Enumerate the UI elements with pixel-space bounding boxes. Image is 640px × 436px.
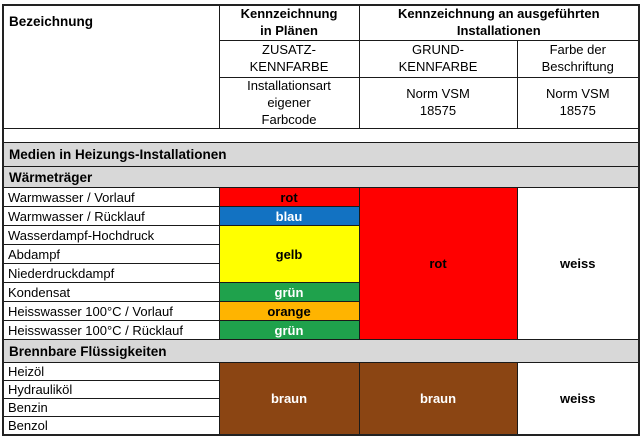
zusatz-cell-braun: braun: [218, 362, 360, 436]
header-kennzeichnung-installationen: Kennzeichnung an ausgeführten Installati…: [358, 4, 640, 41]
spacer-row: [2, 128, 640, 144]
section-header-brennbare: Brennbare Flüssigkeiten: [2, 339, 640, 364]
row-benzin: Benzin: [2, 398, 220, 418]
section-header-medien: Medien in Heizungs-Installationen: [2, 142, 640, 168]
color-code-table: Bezeichnung Kennzeichnung in Plänen Kenn…: [2, 4, 640, 436]
row-heisswasser-vorlauf: Heisswasser 100°C / Vorlauf: [2, 301, 220, 322]
zusatz-cell-gruen-ruecklauf: grün: [218, 320, 360, 341]
section-header-waermetraeger: Wärmeträger: [2, 166, 640, 189]
header-norm-vsm-beschriftung: Norm VSM 18575: [516, 76, 640, 130]
row-warmwasser-vorlauf: Warmwasser / Vorlauf: [2, 187, 220, 208]
row-hydraulikoel: Hydrauliköl: [2, 380, 220, 400]
row-wasserdampf-hochdruck: Wasserdampf-Hochdruck: [2, 225, 220, 246]
header-bezeichnung: Bezeichnung: [2, 4, 220, 130]
row-benzol: Benzol: [2, 416, 220, 436]
row-warmwasser-ruecklauf: Warmwasser / Rücklauf: [2, 206, 220, 227]
header-kennzeichnung-plaene: Kennzeichnung in Plänen: [218, 4, 360, 41]
row-heisswasser-ruecklauf: Heisswasser 100°C / Rücklauf: [2, 320, 220, 341]
grund-cell-rot: rot: [358, 187, 518, 341]
zusatz-cell-blau: blau: [218, 206, 360, 227]
schrift-cell-weiss-waermetraeger: weiss: [516, 187, 640, 341]
header-zusatz-kennfarbe: ZUSATZ- KENNFARBE: [218, 39, 360, 78]
header-norm-vsm-grund: Norm VSM 18575: [358, 76, 518, 130]
zusatz-cell-gruen-kondensat: grün: [218, 282, 360, 303]
zusatz-cell-rot: rot: [218, 187, 360, 208]
row-heizoel: Heizöl: [2, 362, 220, 382]
schrift-cell-weiss-brennbare: weiss: [516, 362, 640, 436]
header-farbe-beschriftung: Farbe der Beschriftung: [516, 39, 640, 78]
header-grund-kennfarbe: GRUND- KENNFARBE: [358, 39, 518, 78]
row-abdampf: Abdampf: [2, 244, 220, 265]
grund-cell-braun: braun: [358, 362, 518, 436]
header-installationsart-farbcode: Installationsart eigener Farbcode: [218, 76, 360, 130]
zusatz-cell-orange: orange: [218, 301, 360, 322]
zusatz-cell-gelb: gelb: [218, 225, 360, 284]
color-code-sheet: Bezeichnung Kennzeichnung in Plänen Kenn…: [2, 4, 640, 436]
row-kondensat: Kondensat: [2, 282, 220, 303]
row-niederdruckdampf: Niederdruckdampf: [2, 263, 220, 284]
